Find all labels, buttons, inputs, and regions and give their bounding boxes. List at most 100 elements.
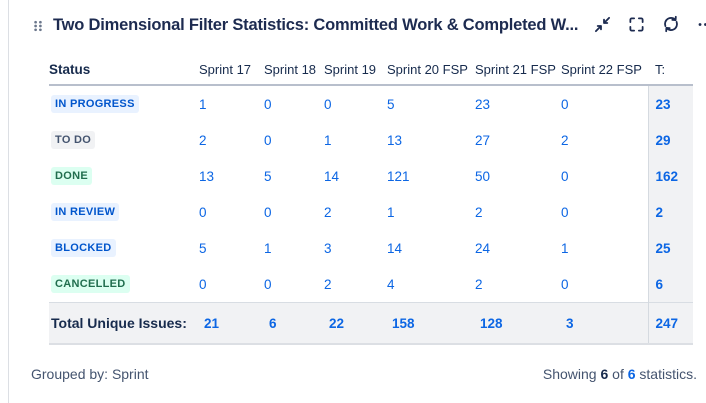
column-header-status: Status: [49, 62, 199, 86]
stat-value[interactable]: 2: [324, 276, 332, 292]
status-badge[interactable]: TO DO: [51, 131, 96, 149]
stat-value[interactable]: 121: [387, 168, 410, 184]
stat-value[interactable]: 5: [199, 240, 207, 256]
collapse-icon: [594, 16, 611, 36]
stat-value[interactable]: 3: [324, 240, 332, 256]
stat-value[interactable]: 1: [324, 132, 332, 148]
more-icon: [697, 16, 706, 36]
status-badge[interactable]: IN REVIEW: [51, 203, 120, 221]
expand-icon: [628, 16, 645, 36]
stat-value[interactable]: 50: [475, 168, 491, 184]
total-count-link[interactable]: 6: [627, 366, 636, 382]
gadget-header: Two Dimensional Filter Statistics: Commi…: [9, 0, 706, 38]
column-total[interactable]: 128: [475, 302, 561, 345]
stat-value[interactable]: 23: [475, 96, 491, 112]
stat-value[interactable]: 0: [264, 96, 272, 112]
two-dimensional-stats-gadget: Two Dimensional Filter Statistics: Commi…: [8, 0, 706, 403]
status-badge[interactable]: CANCELLED: [51, 275, 130, 293]
stat-value[interactable]: 4: [387, 276, 395, 292]
row-total[interactable]: 2: [647, 194, 693, 230]
stat-value[interactable]: 27: [475, 132, 491, 148]
status-cell: IN REVIEW: [49, 194, 199, 230]
minimize-button[interactable]: [592, 14, 613, 38]
stat-value[interactable]: 1: [561, 240, 569, 256]
stat-value[interactable]: 0: [264, 204, 272, 220]
table-row: BLOCKED 5 1 3 14 24 1 25: [49, 230, 693, 266]
table-row: IN PROGRESS 1 0 0 5 23 0 23: [49, 85, 693, 122]
drag-handle-icon[interactable]: [33, 18, 43, 34]
grouped-by-label: Grouped by: Sprint: [31, 366, 149, 382]
table-row: CANCELLED 0 0 2 4 2 0 6: [49, 266, 693, 303]
stat-value[interactable]: 1: [199, 96, 207, 112]
header-row: Status Sprint 17 Sprint 18 Sprint 19 Spr…: [49, 62, 693, 86]
showing-prefix: Showing: [542, 366, 601, 382]
stat-value[interactable]: 2: [475, 276, 483, 292]
gadget-footer: Grouped by: Sprint Showing 6 of 6 statis…: [9, 345, 706, 382]
stat-value[interactable]: 0: [561, 204, 569, 220]
stat-value[interactable]: 1: [264, 240, 272, 256]
stat-value[interactable]: 13: [387, 132, 403, 148]
grand-total[interactable]: 247: [647, 302, 693, 345]
totals-label: Total Unique Issues:: [49, 302, 199, 345]
stat-value[interactable]: 14: [387, 240, 403, 256]
stat-value[interactable]: 0: [199, 276, 207, 292]
statistics-table: Status Sprint 17 Sprint 18 Sprint 19 Spr…: [49, 62, 693, 345]
status-cell: DONE: [49, 158, 199, 194]
of-text: of: [608, 366, 628, 382]
column-total[interactable]: 6: [264, 302, 324, 345]
table-row: TO DO 2 0 1 13 27 2 29: [49, 122, 693, 158]
stat-value[interactable]: 2: [324, 204, 332, 220]
status-badge[interactable]: BLOCKED: [51, 239, 116, 257]
status-badge[interactable]: IN PROGRESS: [51, 95, 139, 113]
stat-value[interactable]: 0: [264, 276, 272, 292]
stat-value[interactable]: 0: [199, 204, 207, 220]
stat-value[interactable]: 0: [561, 96, 569, 112]
status-badge[interactable]: DONE: [51, 167, 92, 185]
stat-value[interactable]: 2: [475, 204, 483, 220]
totals-row: Total Unique Issues: 21 6 22 158 128 3 2…: [49, 302, 693, 345]
shown-count: 6: [600, 366, 609, 382]
column-total[interactable]: 3: [561, 302, 648, 345]
row-total[interactable]: 25: [647, 230, 693, 266]
row-total[interactable]: 29: [647, 122, 693, 158]
stat-value[interactable]: 14: [324, 168, 340, 184]
stat-value[interactable]: 13: [199, 168, 215, 184]
column-header-sprint-19: Sprint 19: [324, 62, 387, 86]
stat-value[interactable]: 2: [199, 132, 207, 148]
table-row: IN REVIEW 0 0 2 1 2 0 2: [49, 194, 693, 230]
column-header-sprint-17: Sprint 17: [199, 62, 264, 86]
statistics-suffix: statistics.: [635, 366, 697, 382]
table-row: DONE 13 5 14 121 50 0 162: [49, 158, 693, 194]
column-header-total: T:: [648, 62, 693, 86]
gadget-actions: [592, 13, 706, 38]
row-total[interactable]: 23: [647, 85, 693, 122]
stat-value[interactable]: 1: [387, 204, 395, 220]
column-header-sprint-18: Sprint 18: [264, 62, 324, 86]
stat-value[interactable]: 5: [387, 96, 395, 112]
stat-value[interactable]: 5: [264, 168, 272, 184]
showing-statistics-label: Showing 6 of 6 statistics.: [543, 366, 697, 382]
refresh-button[interactable]: [660, 13, 682, 38]
column-total[interactable]: 21: [199, 302, 264, 345]
refresh-icon: [662, 15, 680, 36]
gadget-title: Two Dimensional Filter Statistics: Commi…: [53, 16, 579, 34]
stat-value[interactable]: 0: [561, 168, 569, 184]
stat-value[interactable]: 2: [561, 132, 569, 148]
row-total[interactable]: 6: [647, 266, 693, 303]
stat-value[interactable]: 0: [324, 96, 332, 112]
column-header-sprint-21-fsp: Sprint 21 FSP: [475, 62, 561, 86]
status-cell: CANCELLED: [49, 266, 199, 303]
column-total[interactable]: 158: [387, 302, 475, 345]
status-cell: TO DO: [49, 122, 199, 158]
more-options-button[interactable]: [695, 14, 706, 38]
column-header-sprint-20-fsp: Sprint 20 FSP: [387, 62, 475, 86]
stat-value[interactable]: 24: [475, 240, 491, 256]
status-cell: BLOCKED: [49, 230, 199, 266]
column-header-sprint-22-fsp: Sprint 22 FSP: [561, 62, 648, 86]
stat-value[interactable]: 0: [561, 276, 569, 292]
maximize-button[interactable]: [626, 14, 647, 38]
column-total[interactable]: 22: [324, 302, 387, 345]
status-cell: IN PROGRESS: [49, 85, 199, 122]
row-total[interactable]: 162: [647, 158, 693, 194]
stat-value[interactable]: 0: [264, 132, 272, 148]
